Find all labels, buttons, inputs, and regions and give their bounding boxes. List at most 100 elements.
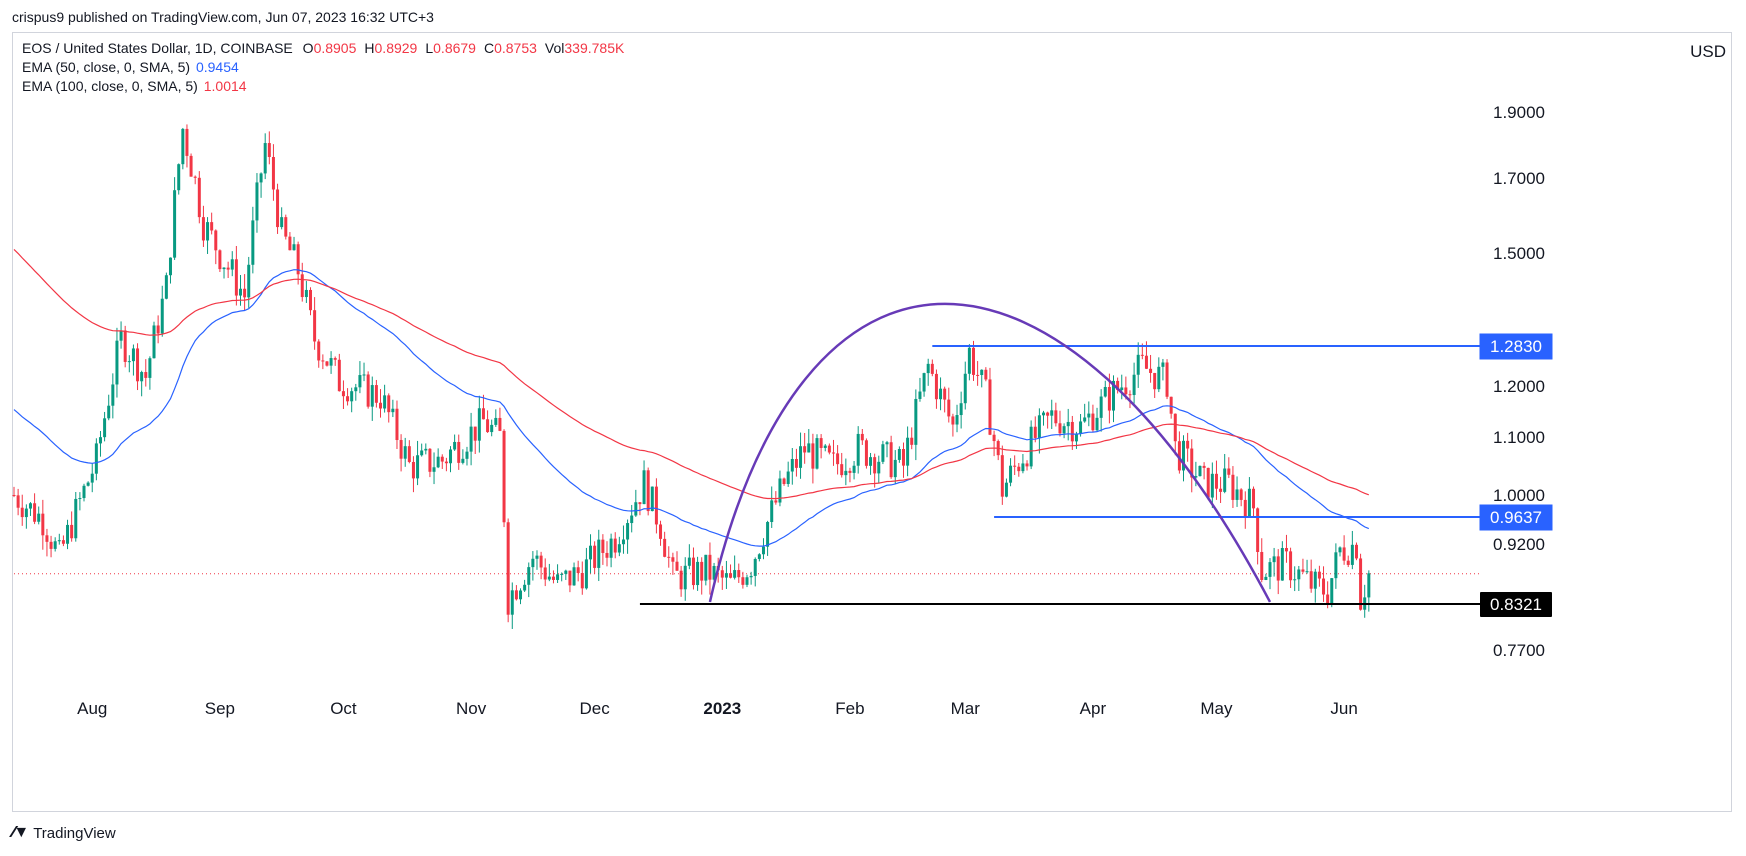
ema100-legend[interactable]: EMA (100, close, 0, SMA, 5) 1.0014 <box>22 78 247 94</box>
candle-body <box>922 373 926 392</box>
candle-body <box>1042 412 1045 416</box>
price-tag-border <box>1479 333 1553 360</box>
candle-body <box>1095 417 1099 431</box>
candle-body <box>848 470 852 473</box>
candle-body <box>259 173 263 183</box>
candle-body <box>1182 440 1186 471</box>
candle-body <box>1252 488 1256 509</box>
candle-body <box>906 437 910 466</box>
candle-body <box>341 391 345 397</box>
x-tick-label: Nov <box>456 699 487 718</box>
candle-body <box>1210 473 1214 498</box>
candle-body <box>486 419 490 433</box>
candle-body <box>1186 440 1190 449</box>
x-tick-label: Feb <box>835 699 864 718</box>
candle-body <box>519 590 523 600</box>
candle-body <box>613 538 617 553</box>
candle-body <box>860 433 864 441</box>
candle-body <box>893 459 897 478</box>
candle-body <box>527 567 531 585</box>
price-tag-label: 1.2830 <box>1490 337 1542 356</box>
candle-body <box>852 465 856 473</box>
candle-body <box>173 190 177 258</box>
candle-body <box>885 442 889 445</box>
candle-body <box>564 570 568 574</box>
candle-body <box>531 558 535 568</box>
candle-body <box>1334 552 1338 579</box>
candle-body <box>1256 508 1260 553</box>
candle-body <box>593 545 597 568</box>
candle-body <box>1326 594 1330 605</box>
candle-body <box>181 128 185 165</box>
candle-body <box>333 358 337 360</box>
candle-body <box>1272 556 1276 563</box>
y-tick-label: 1.7000 <box>1493 169 1545 188</box>
candle-body <box>840 464 844 476</box>
footer-brand[interactable]: ⁄⁄▼ TradingView <box>12 824 116 842</box>
candle-body <box>589 545 593 560</box>
candle-body <box>889 442 893 478</box>
candle-body <box>1350 544 1354 565</box>
candle-body <box>576 567 580 573</box>
candle-body <box>992 434 996 442</box>
candle-body <box>1317 571 1321 579</box>
candle-body <box>1194 476 1198 478</box>
candle-body <box>337 359 341 392</box>
candle-body <box>432 467 436 472</box>
candle-body <box>399 440 403 459</box>
candle-body <box>934 373 938 400</box>
candle-body <box>667 556 671 558</box>
candle-body <box>16 495 20 508</box>
x-tick-label: May <box>1200 699 1233 718</box>
candle-body <box>49 541 53 549</box>
candle-body <box>745 577 749 585</box>
candle-body <box>127 361 131 363</box>
candle-body <box>1309 571 1313 589</box>
candle-body <box>984 369 988 380</box>
candle-body <box>350 391 354 402</box>
candle-body <box>650 486 654 512</box>
candle-body <box>103 418 107 438</box>
candle-body <box>61 540 65 544</box>
candle-body <box>1157 366 1161 390</box>
candle-body <box>267 143 271 158</box>
candle-body <box>234 259 238 296</box>
candle-body <box>210 222 214 231</box>
symbol-legend[interactable]: EOS / United States Dollar, 1D, COINBASE… <box>22 40 624 56</box>
candle-body <box>1083 417 1087 422</box>
candle-body <box>943 388 947 400</box>
ema50-legend[interactable]: EMA (50, close, 0, SMA, 5) 0.9454 <box>22 59 239 75</box>
candle-body <box>947 399 951 417</box>
candle-body <box>94 443 98 474</box>
ema100-value: 1.0014 <box>203 78 247 94</box>
candle-body <box>873 457 877 474</box>
candle-body <box>469 426 473 452</box>
candle-body <box>300 274 304 298</box>
candle-body <box>490 424 494 433</box>
candle-body <box>514 590 518 600</box>
candle-body <box>370 385 374 407</box>
candle-body <box>1054 410 1058 424</box>
candle-body <box>230 259 234 270</box>
candle-body <box>1235 489 1239 500</box>
candle-body <box>601 539 605 553</box>
candle-body <box>144 372 148 378</box>
candle-body <box>963 373 967 404</box>
candle-body <box>177 164 181 191</box>
candle-body <box>572 567 576 586</box>
candle-body <box>247 264 251 298</box>
candle-body <box>98 437 102 444</box>
candle-body <box>140 372 144 382</box>
candle-body <box>288 236 292 251</box>
candle-body <box>881 444 885 462</box>
candle-body <box>494 417 498 425</box>
candle-body <box>12 495 16 496</box>
candle-body <box>1276 556 1280 581</box>
candle-body <box>712 566 716 580</box>
candle-body <box>560 573 564 575</box>
candle-body <box>1087 413 1091 418</box>
candle-body <box>280 217 284 228</box>
ema50-line <box>13 269 1370 547</box>
candle-body <box>82 485 86 499</box>
